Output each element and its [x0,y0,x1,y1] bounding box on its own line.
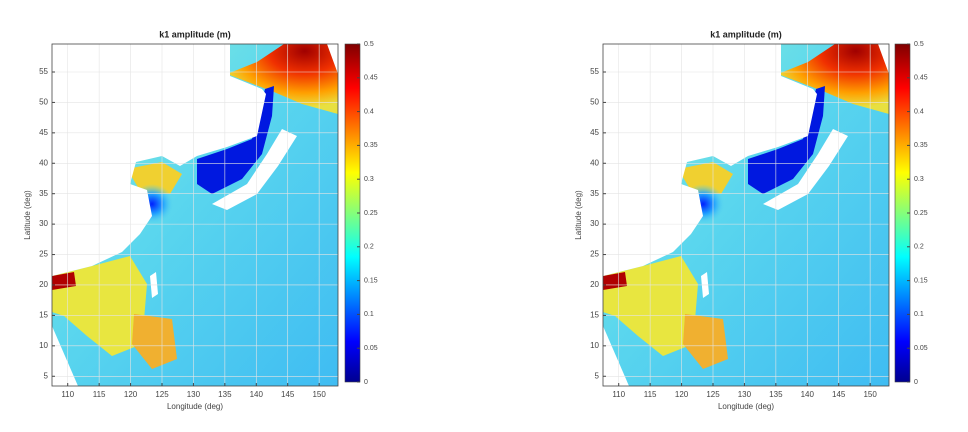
chart: k1 amplitude (m) 110 115 120 125 130 135 140 145… [574,29,928,411]
axes-frame [602,43,890,387]
y-tick-label: 35 [590,189,599,198]
colorbar-tick-label: 0.3 [364,176,374,183]
colorbar-tick-label: 0.15 [364,277,378,284]
chart-title: k1 amplitude (m) [710,29,782,39]
chart: k1 amplitude (m) 110 115 120 125 130 135 140 145… [23,29,378,411]
x-tick-label: 135 [218,390,232,399]
x-tick-label: 125 [706,390,720,399]
colorbar-tick-label: 0.35 [914,142,928,149]
x-tick-label: 145 [281,390,295,399]
colorbar-tick-label: 0.25 [364,210,378,217]
x-tick-label: 125 [155,390,169,399]
x-tick-label: 110 [612,390,625,399]
colorbar-tick-label: 0.5 [364,41,374,48]
colorbar-tick-label: 0.1 [364,311,374,318]
y-tick-label: 40 [39,158,48,167]
y-tick-label: 10 [39,341,48,350]
x-tick-label: 150 [863,390,877,399]
y-tick-label: 5 [595,371,600,380]
y-tick-label: 20 [39,280,48,289]
y-tick-label: 30 [590,219,599,228]
colorbar-tick-label: 0.35 [364,142,378,149]
y-tick-label: 45 [590,128,599,137]
x-tick-label: 120 [675,390,689,399]
colorbar-tick-label: 0.5 [914,41,924,48]
colorbar-tick-label: 0.25 [914,210,928,217]
x-tick-label: 115 [644,390,657,399]
map-field [603,44,889,386]
map-field [52,44,338,386]
x-tick-label: 145 [832,390,846,399]
y-tick-label: 50 [590,98,599,107]
colorbar-tick-label: 0.4 [914,108,924,115]
y-tick-label: 50 [39,98,48,107]
x-tick-label: 120 [124,390,138,399]
x-axis-label: Longitude (deg) [718,402,774,411]
colorbar-tick-label: 0.4 [364,108,374,115]
y-axis-label: Latitude (deg) [23,190,32,240]
y-tick-label: 55 [39,67,48,76]
colorbar-tick-label: 0 [364,379,368,386]
colorbar-tick-label: 0.2 [364,244,374,251]
y-tick-label: 30 [39,219,48,228]
colorbar-tick-label: 0.05 [364,345,378,352]
colorbar-tick-label: 0.15 [914,277,928,284]
x-tick-label: 130 [738,390,752,399]
colorbar-tick-label: 0.05 [914,345,928,352]
colorbar-tick-label: 0.45 [914,75,928,82]
chart-title: k1 amplitude (m) [159,29,231,39]
y-tick-label: 55 [590,67,599,76]
x-tick-label: 115 [93,390,106,399]
x-tick-label: 135 [769,390,783,399]
x-tick-label: 150 [312,390,326,399]
colorbar-tick-label: 0.2 [914,244,924,251]
x-tick-label: 130 [187,390,201,399]
colorbar-tick-label: 0 [914,379,918,386]
y-tick-label: 25 [39,250,48,259]
axes-frame [51,43,339,387]
y-tick-label: 15 [39,311,48,320]
y-axis-label: Latitude (deg) [574,190,583,240]
y-tick-label: 10 [590,341,599,350]
x-tick-label: 110 [61,390,74,399]
colorbar-tick-label: 0.45 [364,75,378,82]
y-tick-label: 40 [590,158,599,167]
colorbar-tick-label: 0.1 [914,311,924,318]
y-tick-label: 25 [590,250,599,259]
y-tick-label: 45 [39,128,48,137]
x-axis-label: Longitude (deg) [167,402,223,411]
y-tick-label: 20 [590,280,599,289]
x-tick-label: 140 [250,390,264,399]
colorbar-tick-label: 0.3 [914,176,924,183]
y-tick-label: 35 [39,189,48,198]
x-tick-label: 140 [801,390,815,399]
y-tick-label: 15 [590,311,599,320]
y-tick-label: 5 [44,371,49,380]
